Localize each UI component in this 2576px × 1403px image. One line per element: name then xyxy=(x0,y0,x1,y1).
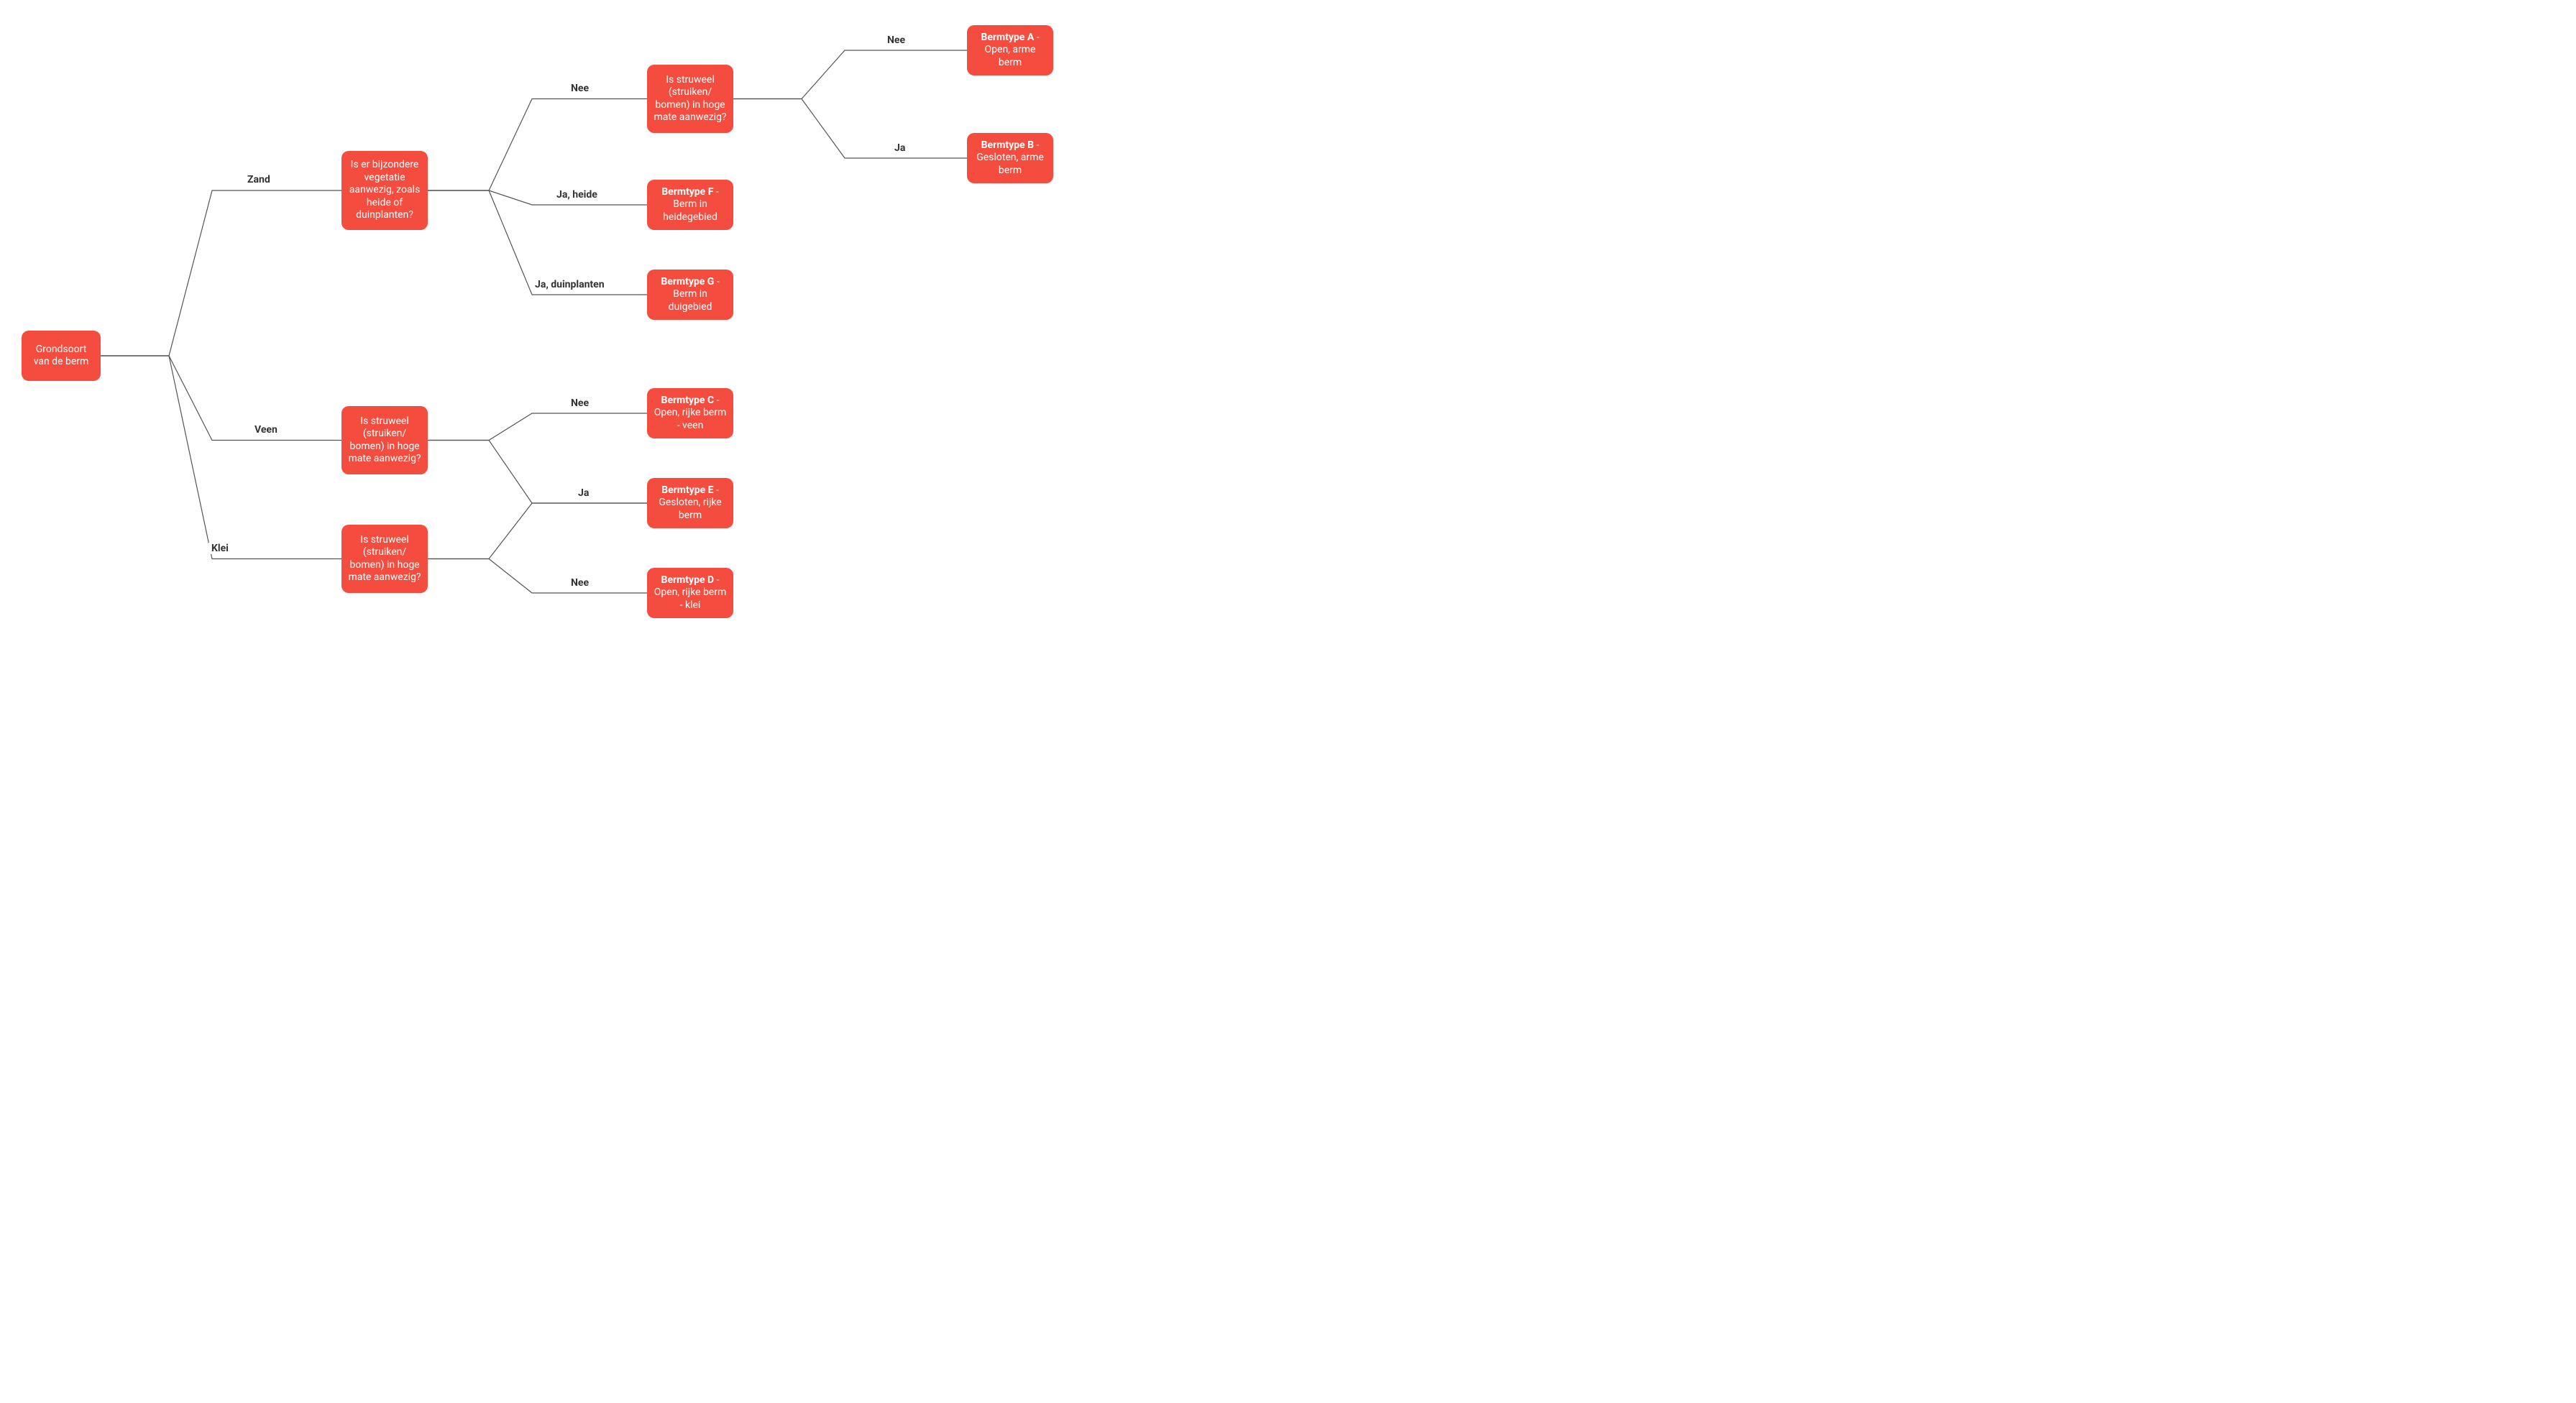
node-typeE: Bermtype E - Gesloten, rijke berm xyxy=(647,478,733,528)
node-text: Bermtype B - Gesloten, arme berm xyxy=(973,139,1048,178)
node-text: Is er bijzondere vegetatie aanwezig, zoa… xyxy=(347,159,422,222)
edge-label-root-klei: Klei xyxy=(208,543,232,554)
node-typeA: Bermtype A - Open, arme berm xyxy=(967,25,1053,75)
node-bold-text: Bermtype G xyxy=(661,276,714,288)
edge-label-zand-typeG: Ja, duinplanten xyxy=(532,279,608,290)
edge-struZ-typeB xyxy=(733,99,967,159)
node-root: Grondsoort van de berm xyxy=(22,331,101,381)
flowchart-canvas: Zand Veen Klei Nee Ja, heide Ja, duinplanten N… xyxy=(0,0,1078,647)
node-typeF: Bermtype F - Berm in heidegebied xyxy=(647,180,733,230)
node-text: Is struweel (struiken/ bomen) in hoge ma… xyxy=(347,534,422,584)
node-text: Is struweel (struiken/ bomen) in hoge ma… xyxy=(347,415,422,466)
edge-label-struZ-typeA: Nee xyxy=(884,34,908,46)
node-zand: Is er bijzondere vegetatie aanwezig, zoa… xyxy=(342,151,428,230)
node-text: Grondsoort van de berm xyxy=(27,344,95,369)
edge-label-veen-typeC: Nee xyxy=(568,397,592,409)
node-text: Bermtype F - Berm in heidegebied xyxy=(653,186,728,224)
edge-label-zand-struZ: Nee xyxy=(568,83,592,94)
node-bold-text: Bermtype E xyxy=(661,484,713,496)
edge-veen-typeC xyxy=(428,413,647,441)
edge-root-veen xyxy=(101,356,342,441)
node-text: Bermtype E - Gesloten, rijke berm xyxy=(653,484,728,523)
node-text: Is struweel (struiken/ bomen) in hoge ma… xyxy=(653,74,728,124)
edge-label-root-veen: Veen xyxy=(252,424,280,436)
node-bold-text: Bermtype B xyxy=(981,139,1034,151)
node-text: Bermtype A - Open, arme berm xyxy=(973,32,1048,70)
edge-zand-struZ xyxy=(428,99,647,191)
node-struZ: Is struweel (struiken/ bomen) in hoge ma… xyxy=(647,65,733,133)
edge-struZ-typeA xyxy=(733,50,967,99)
node-bold-text: Bermtype A xyxy=(981,32,1034,43)
edge-root-klei xyxy=(101,356,342,559)
edge-label-root-zand: Zand xyxy=(244,174,273,185)
node-text: Bermtype C - Open, rijke berm - veen xyxy=(653,395,728,433)
node-text: Bermtype D - Open, rijke berm - klei xyxy=(653,574,728,612)
node-typeC: Bermtype C - Open, rijke berm - veen xyxy=(647,388,733,438)
node-typeB: Bermtype B - Gesloten, arme berm xyxy=(967,133,1053,183)
edge-root-zand xyxy=(101,190,342,356)
edges-layer xyxy=(0,0,1078,647)
edge-label-struZ-typeB: Ja xyxy=(891,142,908,154)
node-veen: Is struweel (struiken/ bomen) in hoge ma… xyxy=(342,406,428,474)
edge-klei-typeD xyxy=(428,559,647,594)
edge-klei-typeE xyxy=(428,503,647,559)
node-klei: Is struweel (struiken/ bomen) in hoge ma… xyxy=(342,525,428,593)
node-typeD: Bermtype D - Open, rijke berm - klei xyxy=(647,568,733,618)
edge-label-zand-typeF: Ja, heide xyxy=(554,189,600,201)
node-bold-text: Bermtype D xyxy=(661,574,715,586)
edge-label-veen-typeE: Ja xyxy=(575,487,592,499)
node-text: Bermtype G - Berm in duigebied xyxy=(653,276,728,314)
node-typeG: Bermtype G - Berm in duigebied xyxy=(647,270,733,320)
edge-veen-typeE xyxy=(428,441,647,504)
edge-zand-typeF xyxy=(428,190,647,205)
edge-label-klei-typeD: Nee xyxy=(568,577,592,589)
node-bold-text: Bermtype C xyxy=(661,395,715,406)
node-bold-text: Bermtype F xyxy=(661,186,713,198)
